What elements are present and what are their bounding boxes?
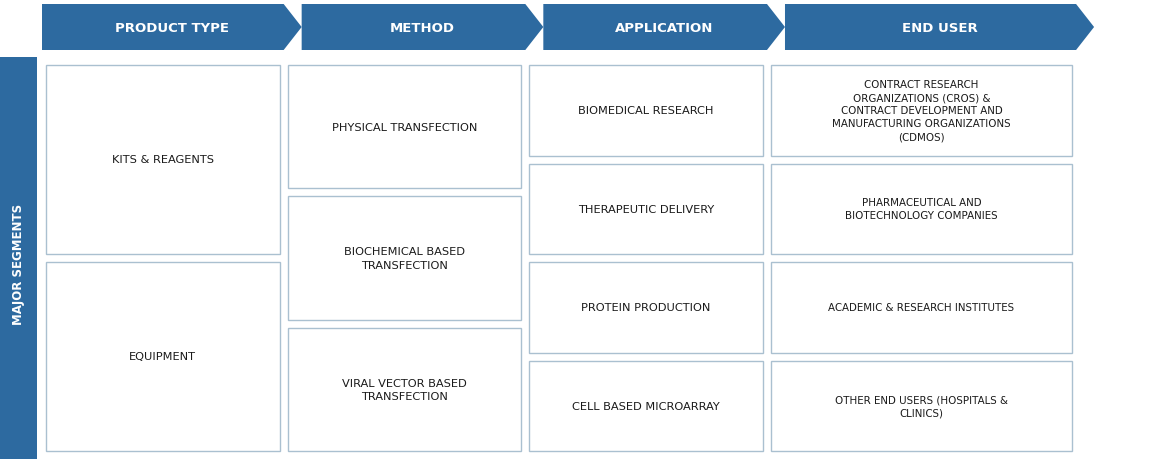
Bar <box>529 263 763 353</box>
Text: BIOMEDICAL RESEARCH: BIOMEDICAL RESEARCH <box>578 106 714 116</box>
Text: BIOCHEMICAL BASED
TRANSFECTION: BIOCHEMICAL BASED TRANSFECTION <box>344 247 464 270</box>
Bar <box>288 197 522 320</box>
Text: PHYSICAL TRANSFECTION: PHYSICAL TRANSFECTION <box>332 122 477 132</box>
Text: THERAPEUTIC DELIVERY: THERAPEUTIC DELIVERY <box>578 204 714 214</box>
Text: CELL BASED MICROARRAY: CELL BASED MICROARRAY <box>572 401 720 411</box>
Polygon shape <box>302 5 543 51</box>
Text: MAJOR SEGMENTS: MAJOR SEGMENTS <box>13 203 26 324</box>
Text: END USER: END USER <box>902 21 977 34</box>
Bar <box>288 66 522 189</box>
Text: VIRAL VECTOR BASED
TRANSFECTION: VIRAL VECTOR BASED TRANSFECTION <box>342 378 467 401</box>
Bar <box>771 66 1072 156</box>
Text: PHARMACEUTICAL AND
BIOTECHNOLOGY COMPANIES: PHARMACEUTICAL AND BIOTECHNOLOGY COMPANI… <box>845 198 998 221</box>
Bar <box>529 66 763 156</box>
Text: OTHER END USERS (HOSPITALS &
CLINICS): OTHER END USERS (HOSPITALS & CLINICS) <box>835 394 1009 418</box>
Bar <box>529 164 763 255</box>
Polygon shape <box>543 5 785 51</box>
Text: PROTEIN PRODUCTION: PROTEIN PRODUCTION <box>581 303 711 313</box>
Polygon shape <box>42 5 302 51</box>
Bar <box>0 58 37 459</box>
Text: PRODUCT TYPE: PRODUCT TYPE <box>115 21 229 34</box>
Bar <box>46 263 280 451</box>
Polygon shape <box>785 5 1094 51</box>
Text: ACADEMIC & RESEARCH INSTITUTES: ACADEMIC & RESEARCH INSTITUTES <box>828 303 1014 313</box>
Bar <box>771 263 1072 353</box>
Text: APPLICATION: APPLICATION <box>615 21 714 34</box>
Text: EQUIPMENT: EQUIPMENT <box>130 352 197 362</box>
Bar <box>288 328 522 451</box>
Bar <box>529 361 763 451</box>
Bar <box>771 361 1072 451</box>
Bar <box>771 164 1072 255</box>
Text: METHOD: METHOD <box>390 21 455 34</box>
Bar <box>46 66 280 255</box>
Text: CONTRACT RESEARCH
ORGANIZATIONS (CROS) &
CONTRACT DEVELOPMENT AND
MANUFACTURING : CONTRACT RESEARCH ORGANIZATIONS (CROS) &… <box>832 80 1011 142</box>
Text: KITS & REAGENTS: KITS & REAGENTS <box>112 155 214 165</box>
